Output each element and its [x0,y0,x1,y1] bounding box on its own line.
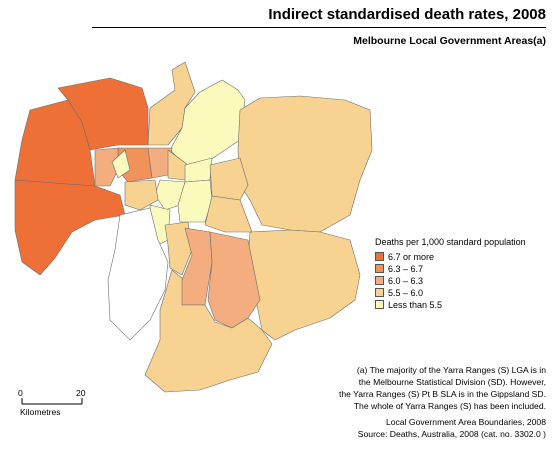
map-legend: Deaths per 1,000 standard population 6.7… [375,237,526,311]
legend-label: 6.0 – 6.3 [388,275,424,286]
scale-unit: Kilometres [20,407,61,417]
lga-yarra-ranges [237,95,373,233]
footnote: (a) The majority of the Yarra Ranges (S)… [336,364,546,412]
legend-swatch [375,288,384,297]
source-line: Local Government Area Boundaries, 2008 [385,417,546,427]
lga-inner-5 [209,157,249,201]
legend-label: 6.7 or more [388,251,435,262]
legend-swatch [375,252,384,261]
source-line: Source: Deaths, Australia, 2008 (cat. no… [357,429,546,439]
lga-western-south [14,179,126,276]
legend-label: 5.5 – 6.0 [388,287,424,298]
scale-max: 20 [76,388,86,398]
legend-swatch [375,276,384,285]
lga-inner-1 [111,149,131,179]
legend-item: 6.3 – 6.7 [375,263,526,274]
scale-min: 0 [18,388,23,398]
title-rule [92,27,546,28]
legend-title: Deaths per 1,000 standard population [375,237,526,247]
map-title: Indirect standardised death rates, 2008 [268,6,546,23]
lga-peninsula [144,269,273,393]
lga-inner-9 [124,179,159,211]
footnote-line: The whole of Yarra Ranges (S) has been i… [353,401,546,411]
lga-inner-7 [177,179,213,223]
legend-item: 5.5 – 6.0 [375,287,526,298]
footnote-line: (a) The majority of the Yarra Ranges (S)… [356,365,546,375]
lga-east-lower [247,229,361,341]
footnote-line: the Melbourne Statistical Division (SD).… [358,377,546,387]
map-subtitle: Melbourne Local Government Areas(a) [353,35,546,47]
lga-north-west [57,77,149,151]
scale-bar-line [21,398,83,405]
port-phillip-bay [107,207,169,341]
lga-north-central [147,61,196,146]
source-note: Local Government Area Boundaries, 2008 S… [358,416,546,440]
legend-label: Less than 5.5 [388,299,443,310]
footnote-line: the Yarra Ranges (S) Pt B SLA is in the … [339,389,546,399]
legend-item: 6.0 – 6.3 [375,275,526,286]
lga-inner-8 [204,195,253,233]
lga-inner-north-2 [94,147,119,187]
legend-swatch [375,300,384,309]
legend-item: 6.7 or more [375,251,526,262]
legend-swatch [375,264,384,273]
legend-label: 6.3 – 6.7 [388,263,424,274]
lga-bayside-1 [164,221,193,276]
legend-item: Less than 5.5 [375,299,526,310]
